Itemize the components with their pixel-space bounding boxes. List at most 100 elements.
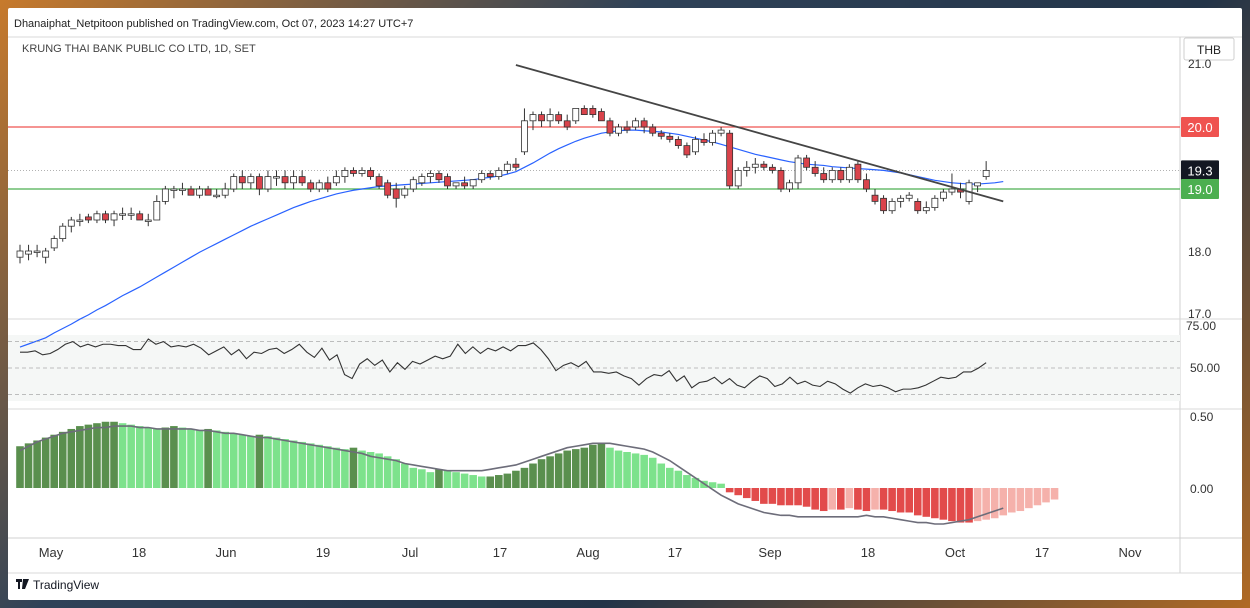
candle-body	[350, 169, 357, 174]
macd-histogram-bar	[375, 453, 383, 488]
time-axis-label: Jul	[402, 545, 419, 560]
tv-logo-icon	[16, 579, 29, 589]
candle-body	[332, 176, 340, 184]
macd-histogram-bar	[212, 430, 221, 488]
candle	[512, 158, 520, 171]
candle	[794, 154, 802, 189]
candle-body	[828, 169, 836, 181]
macd-histogram-bar	[460, 473, 469, 488]
candle-body	[401, 188, 409, 196]
candle-body	[529, 114, 537, 122]
candle-body	[632, 120, 639, 128]
macd-histogram-bar	[264, 436, 272, 488]
macd-histogram-bar	[289, 440, 298, 488]
candle	[247, 173, 255, 189]
macd-histogram-bar	[315, 444, 324, 488]
candle	[264, 170, 272, 193]
candle-body	[238, 176, 246, 184]
candle	[486, 170, 494, 180]
candle	[786, 179, 793, 193]
macd-histogram-bar	[409, 467, 418, 488]
macd-histogram-bar	[990, 488, 999, 519]
candle-body	[187, 188, 195, 196]
candle	[854, 161, 862, 183]
macd-histogram-bar	[982, 488, 990, 520]
macd-histogram-bar	[67, 428, 76, 488]
macd-histogram-bar	[16, 446, 24, 488]
macd-histogram-bar	[1008, 488, 1016, 513]
candle	[435, 170, 443, 183]
candle	[332, 170, 340, 186]
macd-histogram-bar	[221, 431, 229, 488]
candle	[67, 216, 75, 233]
macd-histogram-bar	[563, 450, 571, 488]
macd-histogram-bar	[589, 444, 597, 488]
macd-histogram-bar	[383, 456, 392, 488]
candle-body	[452, 182, 460, 187]
candle	[692, 136, 699, 155]
chart-canvas[interactable]: Dhanaiphat_Netpitoon published on Tradin…	[8, 8, 1242, 600]
candle-body	[478, 173, 486, 181]
candle	[42, 247, 50, 264]
candle	[76, 213, 84, 227]
macd-histogram-bar	[640, 454, 648, 488]
candle-body	[615, 126, 622, 134]
candle-body	[580, 108, 588, 116]
candle-body	[811, 166, 819, 174]
candle-body	[153, 200, 161, 221]
candle	[418, 173, 426, 186]
candle-body	[563, 120, 571, 128]
candle-body	[196, 188, 203, 196]
candle-body	[461, 182, 469, 187]
candle-body	[760, 163, 768, 168]
macd-histogram-bar	[58, 431, 67, 488]
macd-histogram-bar	[426, 472, 435, 488]
macd-histogram-bar	[298, 441, 306, 488]
price-pane	[8, 64, 1180, 348]
candle-body	[803, 157, 810, 168]
candle-body	[649, 126, 657, 134]
macd-histogram-bar	[657, 463, 666, 488]
candle-body	[683, 145, 691, 156]
macd-histogram-bar	[691, 477, 700, 488]
candle-body	[341, 169, 349, 177]
candle	[751, 158, 759, 174]
macd-histogram-bar	[341, 449, 349, 488]
macd-histogram-bar	[708, 482, 717, 488]
candle	[615, 123, 622, 137]
macd-histogram-bar	[725, 488, 734, 493]
candle	[521, 108, 528, 155]
last-price-tag: 19.3	[1187, 163, 1212, 178]
candle	[384, 179, 392, 199]
macd-histogram-bar	[648, 457, 657, 488]
candle	[760, 161, 768, 171]
candle-body	[16, 250, 24, 258]
candle	[119, 207, 126, 220]
macd-histogram-bar	[896, 488, 905, 513]
macd-histogram-bar	[751, 488, 760, 501]
candle-body	[794, 157, 802, 184]
macd-histogram-bar	[554, 453, 563, 488]
macd-histogram-bar	[674, 470, 683, 488]
macd-histogram-bar	[956, 488, 965, 523]
macd-tick-label: 0.00	[1190, 482, 1214, 496]
candle	[307, 179, 315, 193]
currency-button[interactable]	[1183, 37, 1235, 61]
price-tick-label: 21.0	[1188, 57, 1212, 71]
candle-body	[598, 111, 605, 122]
candle-body	[469, 179, 477, 187]
candle	[503, 161, 511, 174]
tradingview-logo[interactable]: TradingView	[16, 578, 99, 592]
macd-histogram-bar	[358, 450, 366, 488]
candle	[914, 198, 922, 214]
time-axis-label: 18	[861, 545, 875, 560]
candle-body	[751, 163, 759, 168]
macd-histogram-bar	[1025, 488, 1033, 509]
macd-histogram-bar	[1016, 488, 1025, 512]
macd-histogram-bar	[597, 443, 606, 488]
candle-body	[897, 197, 905, 202]
candle	[546, 108, 554, 127]
candle-body	[666, 135, 674, 140]
price-tag-20-bg	[1181, 117, 1219, 137]
candle	[811, 161, 819, 177]
